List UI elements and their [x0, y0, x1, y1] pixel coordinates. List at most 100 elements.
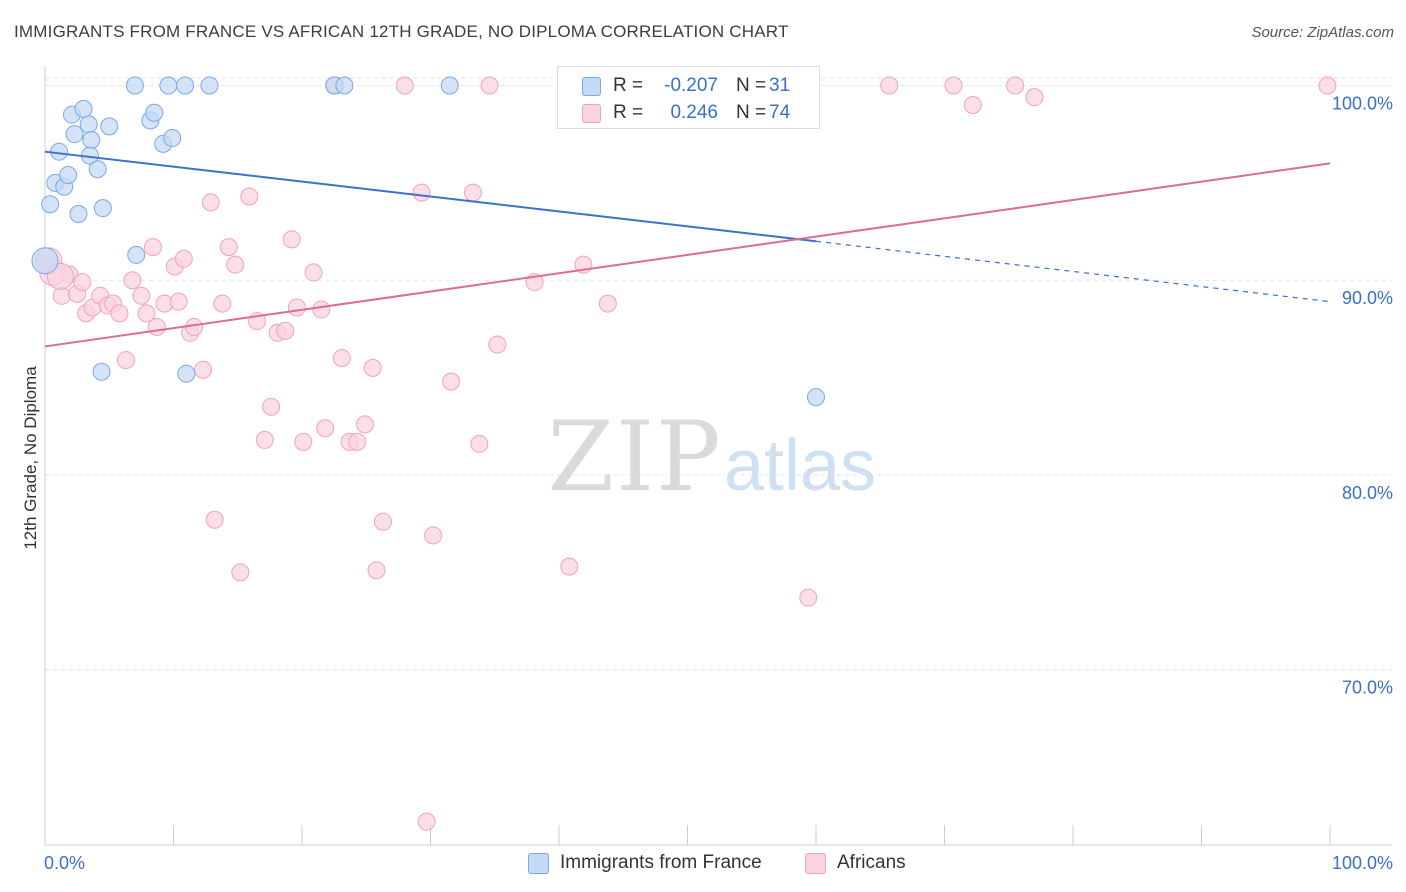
point-africans	[304, 263, 323, 282]
point-africans	[226, 255, 245, 274]
point-france	[159, 76, 178, 95]
legend-swatch-africans	[805, 853, 826, 874]
point-africans	[194, 360, 213, 379]
x-tick-label-min: 0.0%	[44, 853, 85, 873]
watermark: ZIP atlas	[547, 401, 876, 513]
point-africans	[417, 812, 436, 831]
legend-swatch-france	[528, 853, 549, 874]
y-tick-label: 80.0%	[1342, 483, 1393, 503]
point-africans	[963, 95, 982, 114]
tick-labels: 70.0% 80.0% 90.0% 100.0% 0.0% 100.0%	[44, 93, 1393, 873]
trend-line-africans	[44, 162, 1331, 348]
point-africans	[316, 419, 335, 438]
point-france	[31, 247, 59, 275]
point-france	[177, 364, 196, 383]
point-france	[200, 76, 219, 95]
point-france	[440, 76, 459, 95]
y-tick-label: 100.0%	[1332, 93, 1393, 113]
point-africans	[169, 292, 188, 311]
legend-label-france: Immigrants from France	[560, 852, 762, 873]
point-africans	[262, 397, 281, 416]
legend-r-label: R =	[613, 102, 644, 123]
point-africans	[332, 349, 351, 368]
point-africans	[463, 183, 482, 202]
point-africans	[312, 300, 331, 319]
legend-r-value: -0.207	[664, 75, 718, 96]
point-africans	[205, 510, 224, 529]
point-africans	[201, 193, 220, 212]
point-france	[145, 103, 164, 122]
point-france	[41, 195, 60, 214]
correlation-legend: R = -0.207 N = 31 R = 0.246 N = 74	[557, 66, 820, 129]
legend-swatch-africans	[582, 104, 601, 123]
legend-n-value: 31	[769, 75, 791, 96]
point-africans	[213, 294, 232, 313]
point-africans	[219, 238, 238, 257]
point-africans	[348, 432, 367, 451]
point-africans	[282, 230, 301, 249]
point-africans	[294, 432, 313, 451]
point-france	[807, 388, 825, 407]
x-tick-label-max: 100.0%	[1332, 853, 1393, 873]
legend-r-value: 0.246	[670, 102, 718, 123]
legend-n-label: N =	[736, 102, 767, 123]
chart-source: Source: ZipAtlas.com	[1251, 24, 1394, 41]
point-france	[100, 117, 119, 136]
point-france	[127, 245, 146, 264]
point-africans	[412, 183, 431, 202]
point-france	[59, 166, 78, 185]
point-africans	[110, 304, 129, 323]
point-africans	[287, 298, 306, 317]
point-france	[176, 76, 195, 95]
point-france	[69, 205, 88, 224]
trend-line-france-extension	[815, 240, 1331, 303]
point-africans	[363, 358, 382, 377]
point-africans	[240, 187, 259, 206]
point-france	[88, 160, 107, 179]
y-tick-label: 70.0%	[1342, 678, 1393, 698]
point-africans	[276, 321, 295, 340]
point-africans	[137, 304, 156, 323]
point-africans	[470, 434, 489, 453]
point-africans	[1006, 76, 1025, 95]
legend-n-value: 74	[769, 102, 791, 123]
point-france	[82, 131, 101, 150]
chart-title: IMMIGRANTS FROM FRANCE VS AFRICAN 12TH G…	[14, 22, 789, 41]
point-africans	[442, 372, 461, 391]
axes	[44, 66, 1392, 846]
point-france	[79, 115, 98, 134]
y-tick-label: 90.0%	[1342, 288, 1393, 308]
gridlines	[45, 77, 1392, 671]
point-france	[93, 199, 112, 218]
point-africans	[373, 512, 392, 531]
point-africans	[799, 588, 818, 607]
point-france	[92, 362, 111, 381]
point-africans	[488, 335, 507, 354]
point-france	[163, 129, 182, 148]
point-africans	[424, 526, 443, 545]
legend-swatch-france	[582, 77, 601, 96]
point-africans	[116, 351, 135, 370]
point-africans	[598, 294, 617, 313]
legend-n-label: N =	[736, 75, 767, 96]
point-africans	[1025, 88, 1044, 107]
point-france	[74, 99, 93, 118]
legend-r-label: R =	[613, 75, 644, 96]
legend-label-africans: Africans	[837, 852, 906, 873]
point-africans	[52, 286, 71, 305]
data-points	[31, 76, 1337, 831]
point-africans	[123, 271, 142, 290]
point-africans	[880, 76, 899, 95]
watermark-atlas: atlas	[724, 426, 876, 506]
point-africans	[560, 557, 579, 576]
point-africans	[132, 286, 151, 305]
point-africans	[480, 76, 499, 95]
point-africans	[367, 561, 386, 580]
point-africans	[255, 430, 274, 449]
point-africans	[174, 249, 193, 268]
point-africans	[355, 415, 374, 434]
trend-line-france	[44, 150, 817, 243]
point-france	[125, 76, 144, 95]
point-africans	[1318, 76, 1337, 95]
